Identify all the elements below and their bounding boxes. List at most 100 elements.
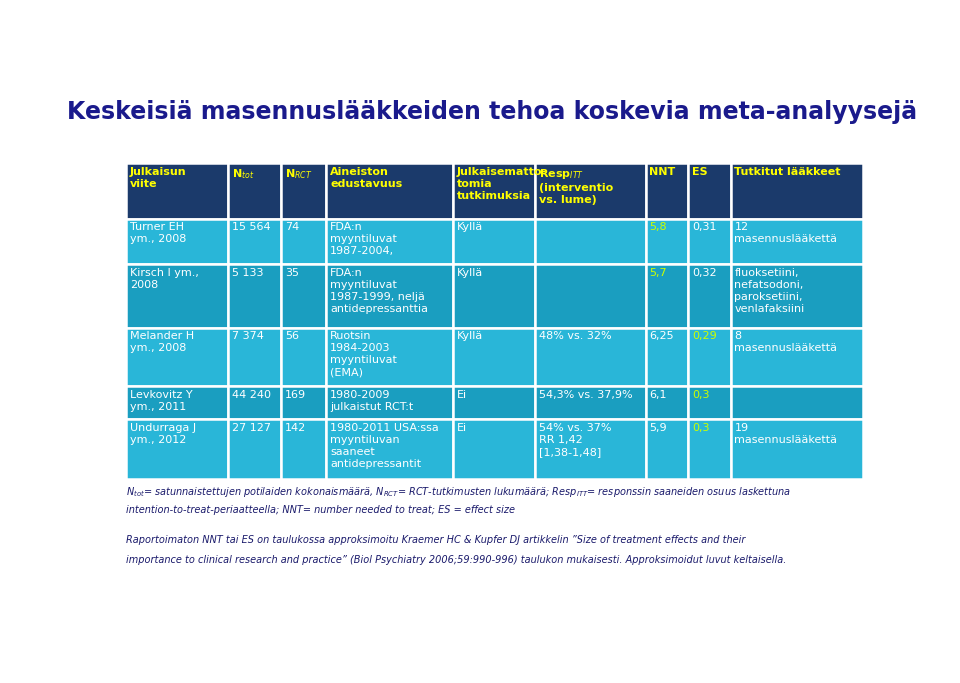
Text: Undurraga J
ym., 2012: Undurraga J ym., 2012 [130, 423, 196, 445]
Bar [731, 163, 862, 219]
Bar [126, 264, 228, 328]
Bar [281, 264, 326, 328]
Bar [688, 386, 731, 419]
Text: Julkaisematto-
tomia
tutkimuksia: Julkaisematto- tomia tutkimuksia [457, 167, 547, 201]
Bar [228, 163, 281, 219]
Bar [535, 328, 646, 386]
Text: 5,8: 5,8 [649, 223, 667, 232]
Bar [326, 328, 453, 386]
Text: 54% vs. 37%
RR 1,42
[1,38-1,48]: 54% vs. 37% RR 1,42 [1,38-1,48] [539, 423, 612, 457]
Text: 5,9: 5,9 [649, 423, 667, 433]
Bar [535, 163, 646, 219]
Text: Ruotsin
1984-2003
myyntiluvat
(EMA): Ruotsin 1984-2003 myyntiluvat (EMA) [330, 331, 397, 377]
Text: ES: ES [692, 167, 708, 177]
Bar [688, 219, 731, 264]
Bar [688, 328, 731, 386]
Bar [453, 219, 535, 264]
Bar [453, 328, 535, 386]
Bar [646, 219, 688, 264]
Bar [453, 419, 535, 479]
Text: intention-to-treat-periaatteella; NNT= number needed to treat; ES = effect size: intention-to-treat-periaatteella; NNT= n… [126, 505, 515, 515]
Text: Ei: Ei [457, 423, 468, 433]
Bar [281, 386, 326, 419]
Text: Kirsch I ym.,
2008: Kirsch I ym., 2008 [130, 268, 199, 290]
Text: fluoksetiini,
nefatsodoni,
paroksetiini,
venlafaksiini: fluoksetiini, nefatsodoni, paroksetiini,… [734, 268, 804, 314]
Bar [281, 163, 326, 219]
Bar [453, 386, 535, 419]
Bar [646, 386, 688, 419]
Text: 0,31: 0,31 [692, 223, 716, 232]
Bar [731, 386, 862, 419]
Text: N$_{RCT}$: N$_{RCT}$ [285, 167, 313, 181]
Text: 6,25: 6,25 [649, 331, 674, 342]
Text: importance to clinical research and practice” (Biol Psychiatry 2006;59:990-996) : importance to clinical research and prac… [126, 555, 786, 566]
Bar [646, 419, 688, 479]
Bar [228, 328, 281, 386]
Bar [281, 219, 326, 264]
Text: 8
masennuslääkettä: 8 masennuslääkettä [734, 331, 837, 353]
Text: Kyllä: Kyllä [457, 331, 483, 342]
Text: 7 374: 7 374 [232, 331, 264, 342]
Text: 6,1: 6,1 [649, 389, 667, 400]
Text: NNT: NNT [649, 167, 676, 177]
Text: Keskeisiä masennuslääkkeiden tehoa koskevia meta-analyysejä: Keskeisiä masennuslääkkeiden tehoa koske… [67, 100, 917, 124]
Text: Ei: Ei [457, 389, 468, 400]
Bar [731, 328, 862, 386]
Bar [326, 163, 453, 219]
Text: Kyllä: Kyllä [457, 223, 483, 232]
Text: 169: 169 [285, 389, 306, 400]
Bar [228, 219, 281, 264]
Bar [281, 328, 326, 386]
Bar [126, 219, 228, 264]
Bar [731, 219, 862, 264]
Text: 142: 142 [285, 423, 306, 433]
Bar [646, 163, 688, 219]
Bar [731, 419, 862, 479]
Text: 5 133: 5 133 [232, 268, 263, 278]
Bar [688, 419, 731, 479]
Bar [535, 264, 646, 328]
Bar [453, 163, 535, 219]
Text: Turner EH
ym., 2008: Turner EH ym., 2008 [130, 223, 186, 245]
Text: 0,3: 0,3 [692, 423, 709, 433]
Text: 0,29: 0,29 [692, 331, 717, 342]
Text: 54,3% vs. 37,9%: 54,3% vs. 37,9% [539, 389, 633, 400]
Text: 56: 56 [285, 331, 300, 342]
Text: 0,32: 0,32 [692, 268, 716, 278]
Text: Levkovitz Y
ym., 2011: Levkovitz Y ym., 2011 [130, 389, 192, 412]
Bar [126, 386, 228, 419]
Text: 48% vs. 32%: 48% vs. 32% [539, 331, 612, 342]
Text: N$_{tot}$= satunnaistettujen potilaiden kokonaismäärä, N$_{RCT}$= RCT-tutkimuste: N$_{tot}$= satunnaistettujen potilaiden … [126, 486, 791, 499]
Text: Tutkitut lääkkeet: Tutkitut lääkkeet [734, 167, 841, 177]
Text: 19
masennuslääkettä: 19 masennuslääkettä [734, 423, 837, 445]
Bar [731, 264, 862, 328]
Text: N$_{tot}$: N$_{tot}$ [232, 167, 254, 181]
Text: Julkaisun
viite: Julkaisun viite [130, 167, 186, 189]
Bar [326, 219, 453, 264]
Bar [326, 386, 453, 419]
Text: 1980-2011 USA:ssa
myyntiluvan
saaneet
antidepressantit: 1980-2011 USA:ssa myyntiluvan saaneet an… [330, 423, 439, 469]
Bar [535, 386, 646, 419]
Bar [326, 264, 453, 328]
Bar [646, 328, 688, 386]
Text: 5,7: 5,7 [649, 268, 667, 278]
Bar [228, 386, 281, 419]
Text: FDA:n
myyntiluvat
1987-1999, neljä
antidepressanttia: FDA:n myyntiluvat 1987-1999, neljä antid… [330, 268, 428, 314]
Bar [326, 419, 453, 479]
Bar [281, 419, 326, 479]
Bar [126, 328, 228, 386]
Text: 15 564: 15 564 [232, 223, 271, 232]
Text: 1980-2009
julkaistut RCT:t: 1980-2009 julkaistut RCT:t [330, 389, 414, 412]
Bar [453, 264, 535, 328]
Bar [228, 264, 281, 328]
Text: 27 127: 27 127 [232, 423, 271, 433]
Bar [126, 163, 228, 219]
Bar [535, 419, 646, 479]
Bar [646, 264, 688, 328]
Bar [688, 163, 731, 219]
Text: Melander H
ym., 2008: Melander H ym., 2008 [130, 331, 194, 353]
Text: Resp$_{ITT}$
(interventio
vs. lume): Resp$_{ITT}$ (interventio vs. lume) [539, 167, 613, 205]
Text: 35: 35 [285, 268, 300, 278]
Text: 44 240: 44 240 [232, 389, 271, 400]
Bar [688, 264, 731, 328]
